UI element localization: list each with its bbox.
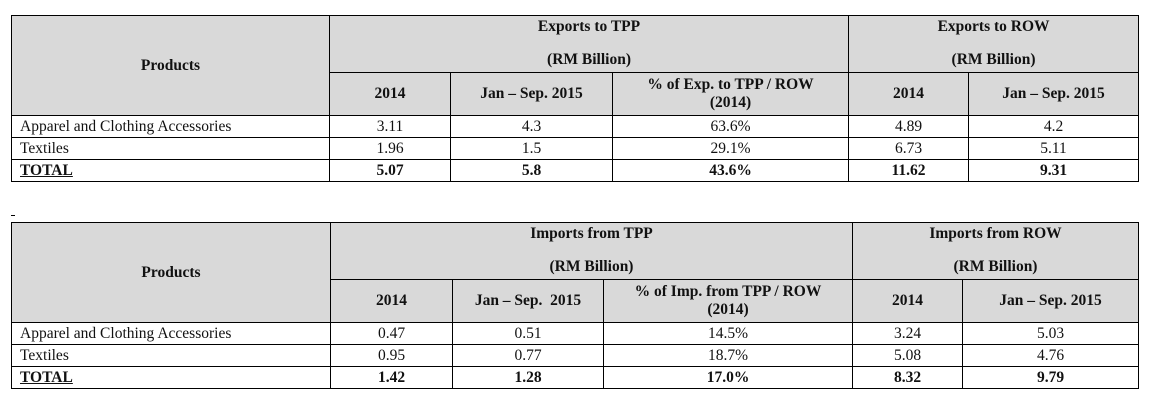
col-header-row-jan-sep-2015: Jan – Sep. 2015 — [968, 72, 1140, 116]
total-pct-cell: 17.0% — [603, 366, 853, 389]
table-row: Textiles 0.95 0.77 18.7% 5.08 4.76 — [11, 344, 1139, 367]
imports-tpp-group-header: Imports from TPP (RM Billion) — [330, 222, 853, 280]
col-header-tpp-jan-sep-2015: Jan – Sep. 2015 — [450, 72, 613, 116]
value-cell: 3.11 — [329, 115, 451, 138]
exports-tpp-group-header: Exports to TPP (RM Billion) — [328, 15, 850, 73]
col-header-tpp-jan-sep-2015: Jan – Sep. 2015 — [452, 279, 604, 323]
exports-table: Products Exports to TPP (RM Billion) Exp… — [11, 15, 1140, 182]
pct-header-line1: % of Imp. from TPP / ROW — [634, 283, 822, 301]
product-cell: Apparel and Clothing Accessories — [11, 115, 330, 138]
product-cell: Textiles — [11, 137, 330, 160]
total-value-cell: 5.8 — [450, 159, 613, 182]
col-header-row-2014: 2014 — [852, 279, 963, 323]
value-cell: 5.08 — [852, 344, 963, 367]
group-title: Imports from TPP — [530, 225, 653, 242]
value-cell: 1.5 — [450, 137, 613, 160]
total-label: TOTAL — [20, 368, 73, 386]
table-row: Textiles 1.96 1.5 29.1% 6.73 5.11 — [11, 137, 1140, 160]
products-header: Products — [11, 15, 330, 116]
group-unit: (RM Billion) — [951, 50, 1036, 68]
col-header-pct: % of Imp. from TPP / ROW (2014) — [603, 279, 853, 323]
total-value-cell: 11.62 — [848, 159, 970, 182]
pct-header-line1: % of Exp. to TPP / ROW — [647, 76, 814, 94]
pct-cell: 14.5% — [603, 322, 853, 345]
separator-mark — [11, 215, 15, 216]
value-cell: 0.51 — [452, 322, 604, 345]
value-cell: 4.3 — [450, 115, 613, 138]
value-cell: 0.95 — [330, 344, 453, 367]
header-row-groups: Products Imports from TPP (RM Billion) I… — [11, 222, 1139, 323]
total-value-cell: 1.42 — [330, 366, 453, 389]
col-header-row-jan-sep-2015: Jan – Sep. 2015 — [962, 279, 1139, 323]
value-cell: 4.2 — [968, 115, 1140, 138]
value-cell: 5.11 — [968, 137, 1140, 160]
total-value-cell: 8.32 — [852, 366, 963, 389]
value-cell: 4.76 — [962, 344, 1139, 367]
product-cell: Textiles — [11, 344, 331, 367]
col-header-tpp-2014: 2014 — [329, 72, 451, 116]
products-header: Products — [11, 222, 331, 323]
value-cell: 0.77 — [452, 344, 604, 367]
total-label-cell: TOTAL — [11, 366, 331, 389]
product-cell: Apparel and Clothing Accessories — [11, 322, 331, 345]
pct-cell: 63.6% — [611, 115, 850, 138]
group-title: Exports to ROW — [937, 18, 1050, 35]
imports-table: Products Imports from TPP (RM Billion) I… — [11, 222, 1139, 389]
header-row-columns: 2014 Jan – Sep. 2015 % of Imp. from TPP … — [12, 279, 1139, 323]
total-label-cell: TOTAL — [11, 159, 330, 182]
value-cell: 6.73 — [848, 137, 970, 160]
table-row: Apparel and Clothing Accessories 0.47 0.… — [11, 322, 1139, 345]
exports-row-group-header: Exports to ROW (RM Billion) — [848, 15, 1140, 73]
group-title: Imports from ROW — [929, 225, 1062, 242]
group-unit: (RM Billion) — [549, 257, 634, 275]
group-unit: (RM Billion) — [547, 50, 631, 68]
table-row: Apparel and Clothing Accessories 3.11 4.… — [11, 115, 1140, 138]
value-cell: 4.89 — [848, 115, 970, 138]
total-row: TOTAL 1.42 1.28 17.0% 8.32 9.79 — [11, 366, 1139, 389]
value-cell: 3.24 — [852, 322, 963, 345]
pct-header-line2: (2014) — [709, 94, 752, 111]
pct-cell: 18.7% — [603, 344, 853, 367]
total-pct-cell: 43.6% — [611, 159, 850, 182]
col-header-pct: % of Exp. to TPP / ROW (2014) — [611, 72, 850, 116]
total-row: TOTAL 5.07 5.8 43.6% 11.62 9.31 — [11, 159, 1140, 182]
pct-cell: 29.1% — [611, 137, 850, 160]
total-label: TOTAL — [20, 161, 73, 179]
total-value-cell: 9.79 — [962, 366, 1139, 389]
value-cell: 1.96 — [329, 137, 451, 160]
imports-row-group-header: Imports from ROW (RM Billion) — [852, 222, 1139, 280]
pct-header-line2: (2014) — [707, 301, 749, 318]
total-value-cell: 1.28 — [452, 366, 604, 389]
total-value-cell: 9.31 — [968, 159, 1140, 182]
col-header-row-2014: 2014 — [848, 72, 970, 116]
value-cell: 5.03 — [962, 322, 1139, 345]
value-cell: 0.47 — [330, 322, 453, 345]
header-row-groups: Products Exports to TPP (RM Billion) Exp… — [11, 15, 1140, 116]
total-value-cell: 5.07 — [329, 159, 451, 182]
col-header-tpp-2014: 2014 — [330, 279, 453, 323]
header-row-columns: 2014 Jan – Sep. 2015 % of Exp. to TPP / … — [12, 72, 1140, 116]
group-unit: (RM Billion) — [953, 257, 1038, 275]
group-title: Exports to TPP — [537, 18, 641, 35]
